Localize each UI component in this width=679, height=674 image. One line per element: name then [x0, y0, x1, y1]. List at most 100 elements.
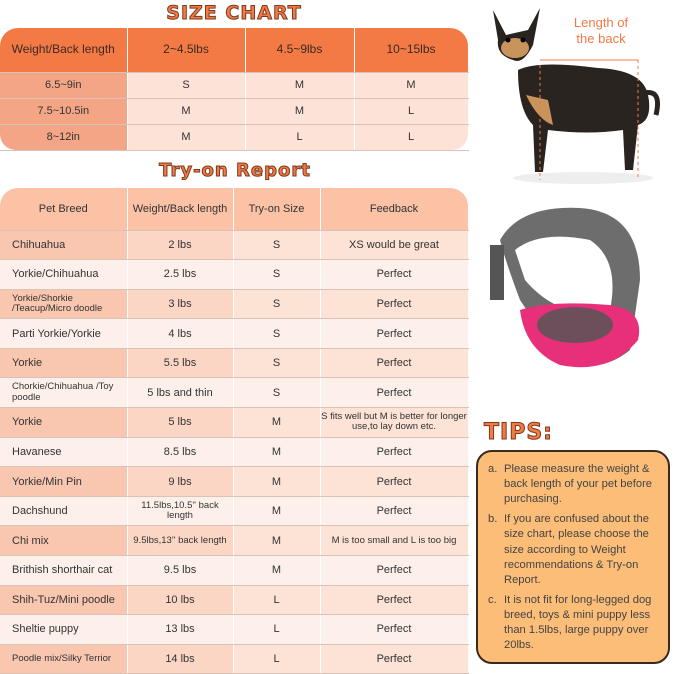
- tryon-title: Try-on Report: [159, 160, 311, 182]
- table-cell: Brithish shorthair cat: [0, 555, 128, 586]
- table-cell: Perfect: [320, 259, 469, 290]
- table-cell: 2.5 lbs: [127, 259, 234, 290]
- table-cell: 5 lbs and thin: [127, 377, 234, 409]
- table-cell: M is too small and L is too big: [320, 525, 469, 557]
- table-cell: 10 lbs: [127, 585, 234, 616]
- table-cell: Shih-Tuz/Mini poodle: [0, 585, 128, 616]
- tryon-row: Shih-Tuz/Mini poodle 10 lbs L Perfect: [0, 585, 469, 616]
- tryon-row: Poodle mix/Silky Terrior 14 lbs L Perfect: [0, 644, 469, 674]
- tip-item: a. Please measure the weight & back lengt…: [488, 462, 660, 507]
- header-cell: Pet Breed: [0, 188, 128, 231]
- tryon-row: Chihuahua 2 lbs S XS would be great: [0, 230, 469, 261]
- tryon-header: Pet Breed Weight/Back length Try-on Size…: [0, 188, 469, 231]
- table-cell: Havanese: [0, 437, 128, 468]
- table-cell: 5 lbs: [127, 407, 234, 438]
- table-cell: S: [233, 348, 321, 379]
- tryon-row: Sheltie puppy 13 lbs L Perfect: [0, 614, 469, 645]
- table-cell: Yorkie/Chihuahua: [0, 259, 128, 290]
- table-cell: M: [233, 496, 321, 527]
- tips-title: TIPS:: [484, 420, 553, 446]
- table-cell: 2 lbs: [127, 230, 234, 261]
- tip-item: c. It is not fit for long-legged dog bree…: [488, 593, 660, 653]
- table-cell: Sheltie puppy: [0, 614, 128, 645]
- header-cell: 10~15lbs: [354, 28, 469, 73]
- size-chart-table: Weight/Back length 2~4.5lbs 4.5~9lbs 10~…: [0, 28, 469, 151]
- table-cell: Perfect: [320, 585, 469, 616]
- table-cell: L: [233, 644, 321, 674]
- size-chart-row: 8~12in M L L: [0, 124, 469, 151]
- table-cell: M: [233, 555, 321, 586]
- table-cell: L: [233, 614, 321, 645]
- table-cell: M: [127, 98, 246, 125]
- table-cell: Perfect: [320, 377, 469, 409]
- size-chart-header: Weight/Back length 2~4.5lbs 4.5~9lbs 10~…: [0, 28, 469, 73]
- table-cell: Chihuahua: [0, 230, 128, 261]
- table-cell: S: [127, 72, 246, 99]
- table-cell: L: [245, 124, 355, 151]
- table-cell: 3 lbs: [127, 289, 234, 320]
- table-cell: Yorkie: [0, 407, 128, 438]
- header-cell: Feedback: [320, 188, 469, 231]
- tryon-row: Havanese 8.5 lbs M Perfect: [0, 437, 469, 468]
- tip-marker: b.: [488, 513, 498, 526]
- tryon-row: Brithish shorthair cat 9.5 lbs M Perfect: [0, 555, 469, 586]
- table-cell: S: [233, 289, 321, 320]
- table-cell: Perfect: [320, 496, 469, 527]
- table-cell: Yorkie/Min Pin: [0, 466, 128, 497]
- size-chart-row: 6.5~9in S M M: [0, 72, 469, 99]
- table-cell: Poodle mix/Silky Terrior: [0, 644, 128, 674]
- table-cell: M: [245, 98, 355, 125]
- table-cell: Perfect: [320, 318, 469, 349]
- table-cell: Perfect: [320, 466, 469, 497]
- table-cell: 5.5 lbs: [127, 348, 234, 379]
- table-cell: XS would be great: [320, 230, 469, 261]
- table-cell: Dachshund: [0, 496, 128, 527]
- table-cell: 8.5 lbs: [127, 437, 234, 468]
- table-cell: Parti Yorkie/Yorkie: [0, 318, 128, 349]
- table-cell: 6.5~9in: [0, 72, 128, 99]
- tip-marker: c.: [488, 593, 497, 606]
- table-cell: Perfect: [320, 348, 469, 379]
- table-cell: Perfect: [320, 644, 469, 674]
- header-cell: Weight/Back length: [0, 28, 128, 73]
- table-cell: M: [233, 466, 321, 497]
- size-chart-title: SIZE CHART: [166, 2, 302, 25]
- tryon-row: Yorkie 5 lbs M S fits well but M is better …: [0, 407, 469, 438]
- table-cell: Yorkie/Shorkie /Teacup/Micro doodle: [0, 289, 128, 320]
- table-cell: M: [127, 124, 246, 151]
- tryon-row: Dachshund 11.5lbs,10.5'' back length M Perf…: [0, 496, 469, 527]
- table-cell: 8~12in: [0, 124, 128, 151]
- tip-text: It is not fit for long-legged dog breed,…: [504, 593, 652, 652]
- pet-sling-bag-photo: [490, 207, 640, 368]
- table-cell: S: [233, 259, 321, 290]
- table-cell: 9 lbs: [127, 466, 234, 497]
- table-cell: M: [354, 72, 469, 99]
- dog-photo: [493, 8, 660, 184]
- table-cell: 13 lbs: [127, 614, 234, 645]
- table-cell: S: [233, 377, 321, 409]
- tip-item: b. If you are confused about the size cha…: [488, 512, 660, 588]
- table-cell: Perfect: [320, 289, 469, 320]
- header-cell: 4.5~9lbs: [245, 28, 355, 73]
- table-cell: Perfect: [320, 437, 469, 468]
- table-cell: S fits well but M is better for longer u…: [320, 407, 469, 438]
- table-cell: M: [233, 437, 321, 468]
- table-cell: Chorkie/Chihuahua /Toy poodle: [0, 377, 128, 409]
- tryon-row: Yorkie/Chihuahua 2.5 lbs S Perfect: [0, 259, 469, 290]
- table-cell: Perfect: [320, 614, 469, 645]
- header-cell: 2~4.5lbs: [127, 28, 246, 73]
- table-cell: Perfect: [320, 555, 469, 586]
- tryon-row: Chorkie/Chihuahua /Toy poodle 5 lbs and t…: [0, 377, 469, 409]
- table-cell: 7.5~10.5in: [0, 98, 128, 125]
- tryon-row: Yorkie 5.5 lbs S Perfect: [0, 348, 469, 379]
- table-cell: M: [233, 407, 321, 438]
- tryon-row: Yorkie/Min Pin 9 lbs M Perfect: [0, 466, 469, 497]
- table-cell: S: [233, 318, 321, 349]
- size-chart-row: 7.5~10.5in M M L: [0, 98, 469, 125]
- tryon-row: Chi mix 9.5lbs,13'' back length M M is too …: [0, 525, 469, 557]
- table-cell: L: [354, 124, 469, 151]
- table-cell: M: [233, 525, 321, 557]
- table-cell: 14 lbs: [127, 644, 234, 674]
- table-cell: Yorkie: [0, 348, 128, 379]
- tryon-row: Yorkie/Shorkie /Teacup/Micro doodle 3 lbs…: [0, 289, 469, 320]
